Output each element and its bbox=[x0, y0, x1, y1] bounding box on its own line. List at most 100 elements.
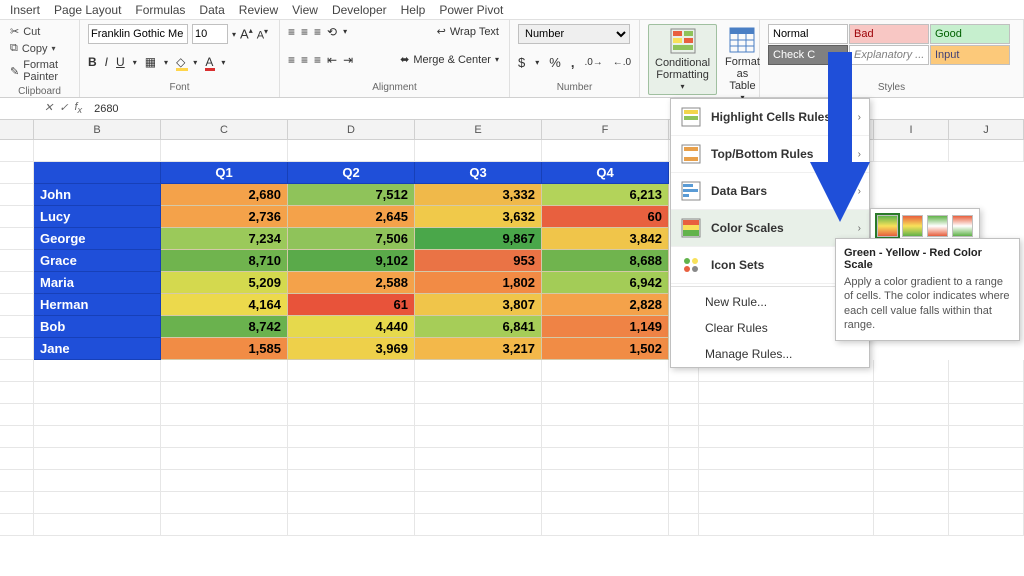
data-cell[interactable]: 6,213 bbox=[542, 184, 669, 206]
menu-formulas[interactable]: Formulas bbox=[135, 3, 185, 17]
number-format-select[interactable]: Number bbox=[518, 24, 630, 44]
data-cell[interactable]: 8,710 bbox=[161, 250, 288, 272]
percent-button[interactable]: % bbox=[549, 55, 561, 70]
align-right-icon[interactable]: ≡ bbox=[314, 53, 321, 67]
col-header[interactable] bbox=[0, 120, 34, 139]
align-left-icon[interactable]: ≡ bbox=[288, 53, 295, 67]
menu-view[interactable]: View bbox=[292, 3, 318, 17]
col-header[interactable]: D bbox=[288, 120, 415, 139]
font-size-select[interactable] bbox=[192, 24, 228, 44]
menu-data[interactable]: Data bbox=[199, 3, 224, 17]
underline-button[interactable]: U bbox=[116, 55, 125, 69]
data-cell[interactable]: 60 bbox=[542, 206, 669, 228]
wrap-text-button[interactable]: ↩Wrap Text bbox=[435, 24, 501, 39]
bold-button[interactable]: B bbox=[88, 55, 97, 69]
cancel-icon[interactable]: ✕ bbox=[44, 101, 53, 115]
menu-review[interactable]: Review bbox=[239, 3, 278, 17]
borders-button[interactable]: ▦ bbox=[145, 55, 156, 69]
data-cell[interactable]: 6,841 bbox=[415, 316, 542, 338]
data-cell[interactable]: 2,680 bbox=[161, 184, 288, 206]
increase-decimal-button[interactable]: .0→ bbox=[584, 57, 602, 68]
data-cell[interactable]: 9,867 bbox=[415, 228, 542, 250]
data-cell[interactable]: 1,149 bbox=[542, 316, 669, 338]
col-header[interactable]: J bbox=[949, 120, 1024, 139]
data-cell[interactable]: 1,802 bbox=[415, 272, 542, 294]
data-cell[interactable]: 9,102 bbox=[288, 250, 415, 272]
col-header[interactable]: F bbox=[542, 120, 669, 139]
data-cell[interactable]: 8,688 bbox=[542, 250, 669, 272]
col-header[interactable]: I bbox=[874, 120, 949, 139]
cut-button[interactable]: ✂Cut bbox=[8, 24, 71, 39]
data-cell[interactable]: 61 bbox=[288, 294, 415, 316]
data-cell[interactable]: 2,736 bbox=[161, 206, 288, 228]
style-good[interactable]: Good bbox=[930, 24, 1010, 44]
style-bad[interactable]: Bad bbox=[849, 24, 929, 44]
data-cell[interactable]: 2,588 bbox=[288, 272, 415, 294]
menu-power-pivot[interactable]: Power Pivot bbox=[439, 3, 503, 17]
data-cell[interactable]: 3,969 bbox=[288, 338, 415, 360]
data-cell[interactable]: 4,164 bbox=[161, 294, 288, 316]
conditional-formatting-button[interactable]: Conditional Formatting ▾ bbox=[648, 24, 717, 95]
menu-developer[interactable]: Developer bbox=[332, 3, 387, 17]
indent-inc-icon[interactable]: ⇥ bbox=[343, 53, 353, 67]
data-cell[interactable]: 8,742 bbox=[161, 316, 288, 338]
align-bottom-icon[interactable]: ≡ bbox=[314, 25, 321, 39]
copy-button[interactable]: ⧉Copy ▾ bbox=[8, 41, 71, 56]
align-top-icon[interactable]: ≡ bbox=[288, 25, 295, 39]
decrease-font-icon[interactable]: A▾ bbox=[257, 27, 268, 42]
data-cell[interactable]: 6,942 bbox=[542, 272, 669, 294]
data-cell[interactable]: 3,632 bbox=[415, 206, 542, 228]
data-cell[interactable]: 3,842 bbox=[542, 228, 669, 250]
align-middle-icon[interactable]: ≡ bbox=[301, 25, 308, 39]
data-cell[interactable]: 1,585 bbox=[161, 338, 288, 360]
color-scale-option-2[interactable] bbox=[927, 215, 948, 237]
col-header[interactable]: B bbox=[34, 120, 161, 139]
increase-font-icon[interactable]: A▴ bbox=[240, 26, 253, 41]
color-scale-option-0[interactable] bbox=[877, 215, 898, 237]
font-name-select[interactable] bbox=[88, 24, 188, 44]
data-cell[interactable]: 2,645 bbox=[288, 206, 415, 228]
data-cell[interactable]: 7,512 bbox=[288, 184, 415, 206]
merge-center-button[interactable]: ⬌Merge & Center ▾ bbox=[398, 52, 501, 67]
data-cell[interactable]: 3,807 bbox=[415, 294, 542, 316]
menu-insert[interactable]: Insert bbox=[10, 3, 40, 17]
row-name: Grace bbox=[34, 250, 161, 272]
font-color-button[interactable]: A bbox=[205, 55, 213, 69]
italic-button[interactable]: I bbox=[105, 55, 108, 69]
style-input[interactable]: Input bbox=[930, 45, 1010, 65]
color-scale-option-3[interactable] bbox=[952, 215, 973, 237]
formula-input[interactable]: 2680 bbox=[88, 103, 1024, 115]
col-header[interactable]: C bbox=[161, 120, 288, 139]
menu-page-layout[interactable]: Page Layout bbox=[54, 3, 121, 17]
data-cell[interactable]: 953 bbox=[415, 250, 542, 272]
currency-button[interactable]: $ bbox=[518, 55, 525, 70]
data-cell[interactable]: 1,502 bbox=[542, 338, 669, 360]
color-scale-option-1[interactable] bbox=[902, 215, 923, 237]
ribbon-group-styles: NormalBadGoodCheck CExplanatory ...Input… bbox=[760, 20, 1024, 97]
data-cell[interactable]: 7,506 bbox=[288, 228, 415, 250]
align-center-icon[interactable]: ≡ bbox=[301, 53, 308, 67]
data-cell[interactable]: 3,217 bbox=[415, 338, 542, 360]
data-cell[interactable]: 2,828 bbox=[542, 294, 669, 316]
orientation-icon[interactable]: ⟲ bbox=[327, 25, 337, 39]
format-painter-button[interactable]: ✎Format Painter bbox=[8, 58, 71, 84]
indent-dec-icon[interactable]: ⇤ bbox=[327, 53, 337, 67]
data-cell[interactable]: 4,440 bbox=[288, 316, 415, 338]
cs-icon bbox=[681, 218, 701, 238]
menu-help[interactable]: Help bbox=[401, 3, 426, 17]
cf-menu-manage-rules-[interactable]: Manage Rules... bbox=[671, 341, 869, 367]
decrease-decimal-button[interactable]: ←.0 bbox=[613, 57, 631, 68]
comma-button[interactable]: , bbox=[571, 55, 575, 70]
data-cell[interactable]: 7,234 bbox=[161, 228, 288, 250]
style-gallery[interactable]: NormalBadGoodCheck CExplanatory ...Input bbox=[768, 24, 1015, 65]
data-cell[interactable]: 3,332 bbox=[415, 184, 542, 206]
data-cell[interactable]: 5,209 bbox=[161, 272, 288, 294]
enter-icon[interactable]: ✓ bbox=[59, 101, 68, 115]
style-normal[interactable]: Normal bbox=[768, 24, 848, 44]
row-name: John bbox=[34, 184, 161, 206]
fx-icon[interactable]: fx bbox=[74, 101, 82, 115]
scissors-icon: ✂ bbox=[10, 25, 19, 38]
col-header[interactable]: E bbox=[415, 120, 542, 139]
fill-color-button[interactable]: ◇ bbox=[176, 55, 185, 69]
format-as-table-button[interactable]: Format as Table ▾ bbox=[719, 24, 766, 105]
